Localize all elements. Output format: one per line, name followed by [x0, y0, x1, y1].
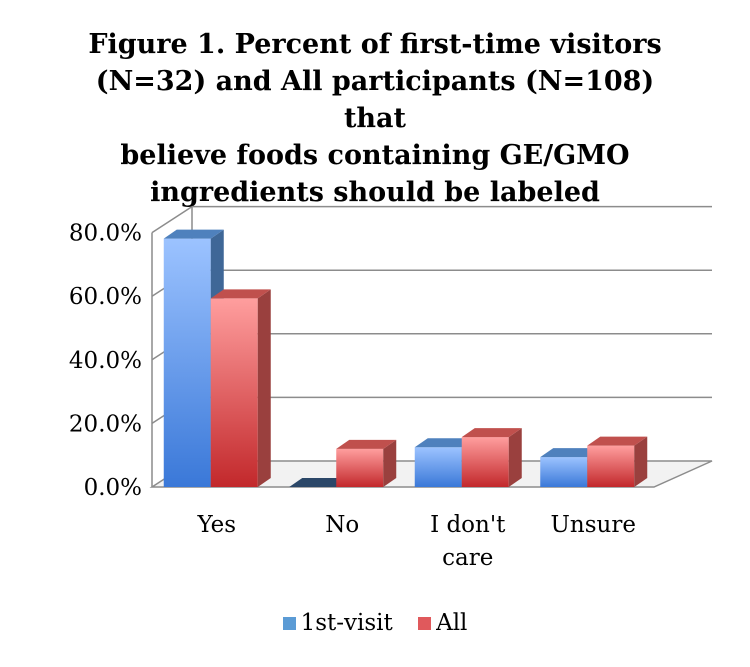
bar-series-2 — [587, 436, 648, 487]
x-axis-category-labels: Yes No I don't care Unsure — [196, 512, 636, 571]
y-tick-label: 0.0% — [84, 475, 142, 501]
y-axis-tick-labels: 0.0% 20.0% 40.0% 60.0% 80.0% — [69, 221, 142, 501]
bar-top — [289, 478, 350, 487]
bar-series-2 — [210, 289, 271, 487]
bar-side — [634, 436, 648, 487]
y-tick-label: 80.0% — [69, 221, 142, 247]
y-tick-label: 60.0% — [69, 284, 142, 310]
bar-front — [540, 457, 588, 487]
legend-item-series-1: 1st-visit — [282, 610, 393, 636]
x-category-label: I don't — [430, 512, 506, 538]
bar-series-1 — [289, 478, 350, 487]
bar-side — [508, 428, 522, 487]
bar-front — [414, 447, 462, 487]
bar-front — [163, 238, 211, 487]
chart-title: Figure 1. Percent of first-time visitors… — [75, 26, 675, 211]
bar-front — [336, 448, 384, 487]
bar-side — [383, 439, 397, 487]
bar-top — [163, 229, 224, 239]
chart-title-line: Figure 1. Percent of first-time visitors — [88, 29, 662, 60]
y-tick-label: 40.0% — [69, 348, 142, 374]
legend-swatch-series-1 — [282, 617, 296, 630]
x-category-label: No — [325, 512, 359, 538]
x-category-label: Yes — [196, 512, 236, 538]
chart-title-line: (N=32) and All participants (N=108) that — [95, 66, 655, 134]
bar-top — [210, 289, 271, 299]
legend-item-series-2: All — [418, 610, 467, 636]
bar-top — [414, 438, 475, 448]
gridline-side — [151, 205, 193, 234]
bars — [163, 229, 648, 487]
chart-title-line: believe foods containing GE/GMO — [120, 140, 630, 171]
bar-front — [587, 445, 635, 487]
legend-label-series-1: 1st-visit — [300, 610, 393, 636]
bar-side — [257, 289, 271, 487]
bar-top — [587, 436, 648, 446]
bar-top — [461, 428, 522, 438]
bar-series-2 — [461, 428, 522, 487]
bar-series-2 — [336, 439, 397, 487]
legend: 1st-visit All — [0, 610, 750, 636]
bar-top — [540, 448, 601, 458]
y-tick-label: 20.0% — [69, 411, 142, 437]
legend-label-series-2: All — [436, 610, 468, 636]
bar-chart-plot: 0.0% 20.0% 40.0% 60.0% 80.0% Yes No I don't car… — [69, 205, 713, 571]
bar-front — [210, 298, 258, 487]
x-category-label: Unsure — [551, 512, 636, 538]
bar-top — [336, 439, 397, 449]
bar-front — [461, 437, 509, 487]
legend-swatch-series-2 — [418, 617, 432, 630]
chart-title-line: ingredients should be labeled — [150, 177, 600, 208]
x-category-label: care — [442, 545, 493, 571]
